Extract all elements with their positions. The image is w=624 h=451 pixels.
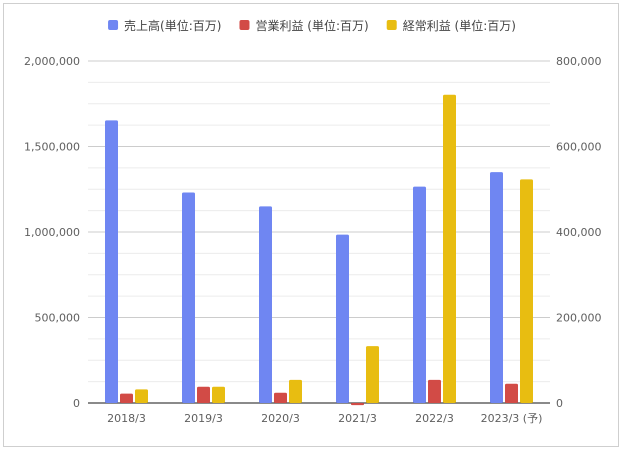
x-axis-tick-label: 2021/3 bbox=[338, 412, 377, 425]
x-axis-tick-label: 2022/3 bbox=[415, 412, 454, 425]
legend-label[interactable]: 売上高(単位:百万) bbox=[124, 18, 221, 33]
left-axis-tick-label: 1,000,000 bbox=[24, 226, 80, 239]
bar-operating-profit[interactable] bbox=[274, 392, 287, 403]
bar-sales[interactable] bbox=[490, 172, 503, 403]
bar-ordinary-profit[interactable] bbox=[520, 179, 533, 403]
bar-sales[interactable] bbox=[105, 120, 118, 403]
x-axis-tick-label: 2018/3 bbox=[107, 412, 146, 425]
bar-sales[interactable] bbox=[259, 206, 272, 403]
bar-operating-profit[interactable] bbox=[505, 383, 518, 403]
bar-operating-profit[interactable] bbox=[428, 379, 441, 403]
bars bbox=[105, 94, 533, 406]
x-axis-tick-label: 2023/3 (予) bbox=[481, 412, 543, 425]
x-axis-tick-label: 2019/3 bbox=[184, 412, 223, 425]
bar-ordinary-profit[interactable] bbox=[135, 389, 148, 403]
right-axis-tick-label: 0 bbox=[556, 397, 563, 410]
bar-ordinary-profit[interactable] bbox=[366, 346, 379, 403]
legend-swatch[interactable] bbox=[386, 20, 397, 30]
right-axis-tick-label: 400,000 bbox=[556, 226, 602, 239]
bar-ordinary-profit[interactable] bbox=[443, 94, 456, 404]
left-axis-tick-label: 500,000 bbox=[35, 312, 81, 325]
left-axis-tick-label: 0 bbox=[73, 397, 80, 410]
legend-swatch[interactable] bbox=[108, 20, 119, 30]
bar-operating-profit[interactable] bbox=[120, 393, 133, 403]
legend-label[interactable]: 経常利益 (単位:百万) bbox=[403, 18, 516, 33]
bar-ordinary-profit[interactable] bbox=[289, 379, 302, 403]
bar-sales[interactable] bbox=[336, 234, 349, 403]
right-axis-tick-label: 600,000 bbox=[556, 141, 602, 154]
bar-chart: 0 500,000 1,000,000 1,500,000 2,000,000 0 200,… bbox=[24, 18, 601, 425]
legend: 売上高(単位:百万) 営業利益 (単位:百万) 経常利益 (単位:百万) bbox=[108, 18, 516, 33]
x-axis-tick-label: 2020/3 bbox=[261, 412, 300, 425]
bar-sales[interactable] bbox=[182, 192, 195, 403]
bar-sales[interactable] bbox=[413, 186, 426, 403]
left-axis-tick-label: 1,500,000 bbox=[24, 141, 80, 154]
axes: 0 500,000 1,000,000 1,500,000 2,000,000 0 200,… bbox=[24, 55, 601, 425]
gridlines bbox=[88, 60, 550, 404]
bar-operating-profit[interactable] bbox=[197, 386, 210, 403]
legend-label[interactable]: 営業利益 (単位:百万) bbox=[255, 18, 368, 33]
chart-frame: 0 500,000 1,000,000 1,500,000 2,000,000 0 200,… bbox=[3, 3, 619, 447]
bar-operating-profit[interactable] bbox=[351, 403, 364, 406]
left-axis-tick-label: 2,000,000 bbox=[24, 55, 80, 68]
bar-ordinary-profit[interactable] bbox=[212, 386, 225, 403]
right-axis-tick-label: 800,000 bbox=[556, 55, 602, 68]
legend-swatch[interactable] bbox=[239, 20, 250, 30]
right-axis-tick-label: 200,000 bbox=[556, 312, 602, 325]
